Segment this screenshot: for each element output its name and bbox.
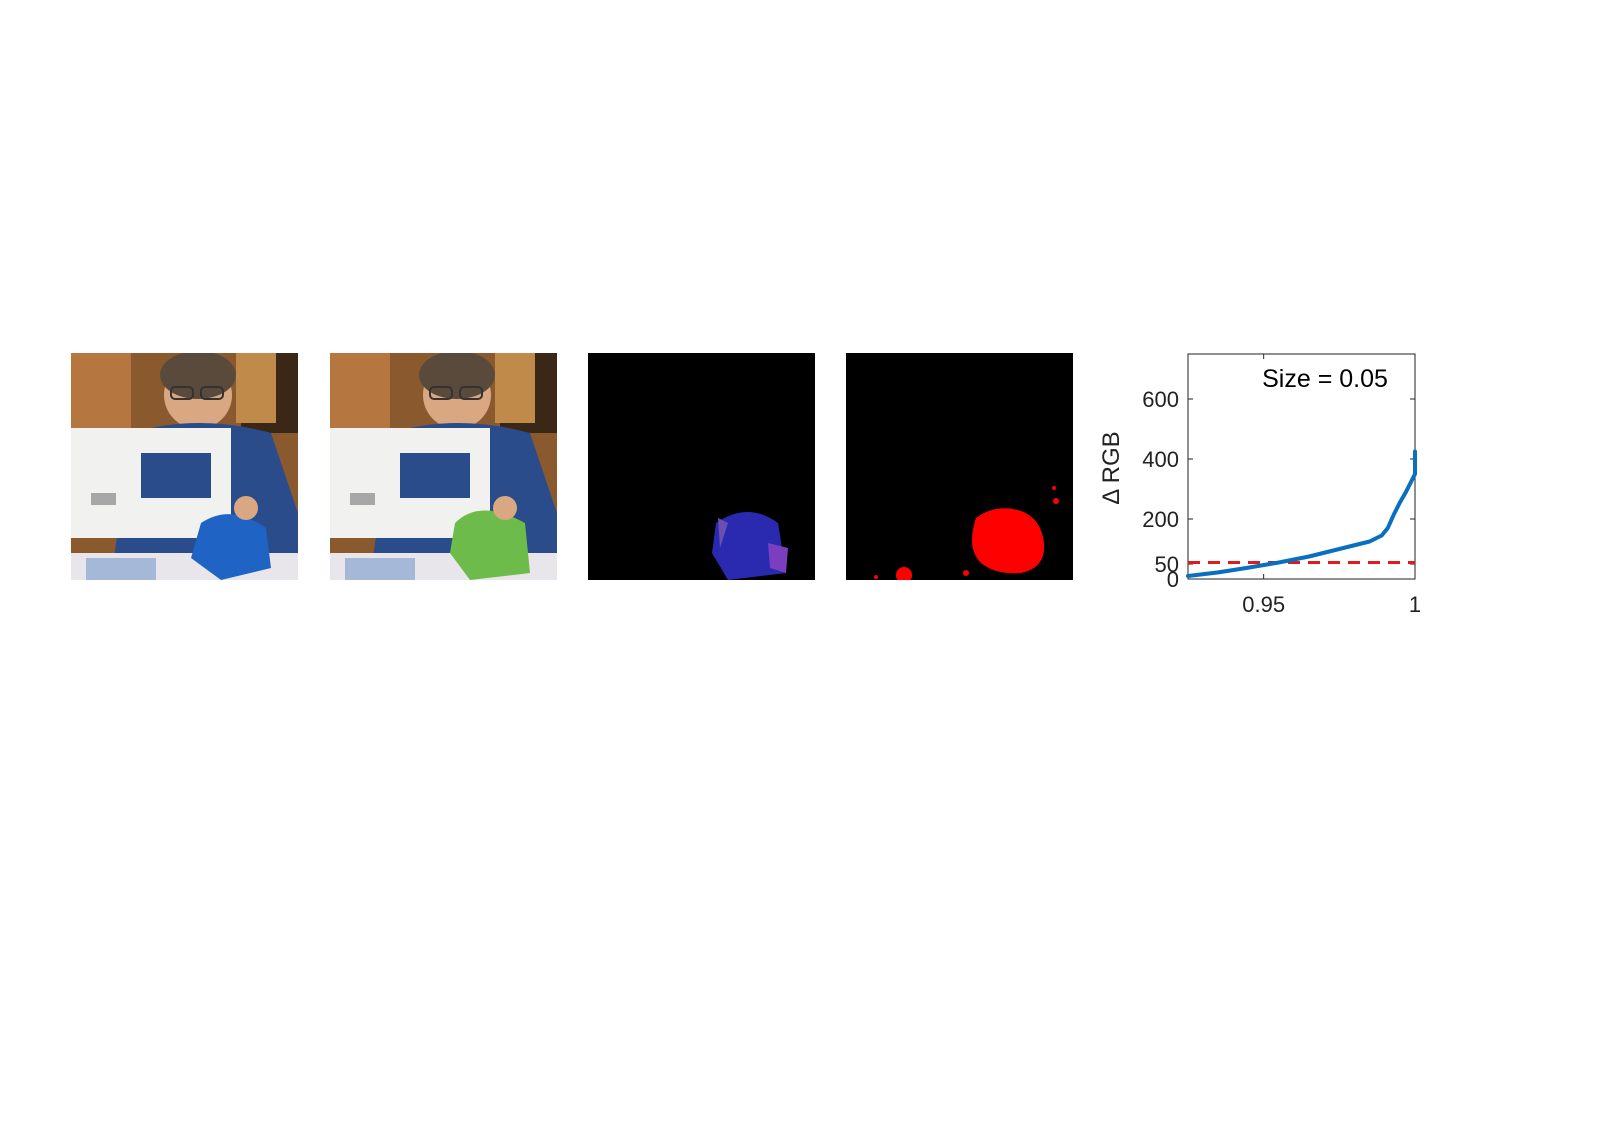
chart-svg: 050 200 400 600 0.95 1 Size = 0.05 Δ RGB (1098, 353, 1421, 617)
change-mask-panel (846, 353, 1073, 580)
change-mask (846, 353, 1073, 580)
y-tick-label: 0 (1167, 567, 1179, 592)
size-annotation: Size = 0.05 (1262, 365, 1388, 393)
delta-rgb-curve (1186, 449, 1417, 578)
x-tick-label: 0.95 (1242, 592, 1285, 617)
x-tick-label: 1 (1409, 592, 1421, 617)
y-axis-label: Δ RGB (1100, 431, 1125, 504)
original-image (71, 353, 298, 580)
difference-map-panel (588, 353, 815, 580)
difference-map (588, 353, 815, 580)
y-tick-label: 600 (1142, 387, 1179, 412)
y-tick-label: 400 (1142, 447, 1179, 472)
edited-image (330, 353, 557, 580)
y-tick-label: 50 (1155, 552, 1179, 577)
delta-rgb-chart: 0 50 200 400 600 0.95 1 Size = 0.05 Δ RGB (1098, 340, 1430, 635)
original-image-panel (71, 353, 298, 580)
edited-image-panel (330, 353, 557, 580)
y-tick-label: 200 (1142, 507, 1179, 532)
